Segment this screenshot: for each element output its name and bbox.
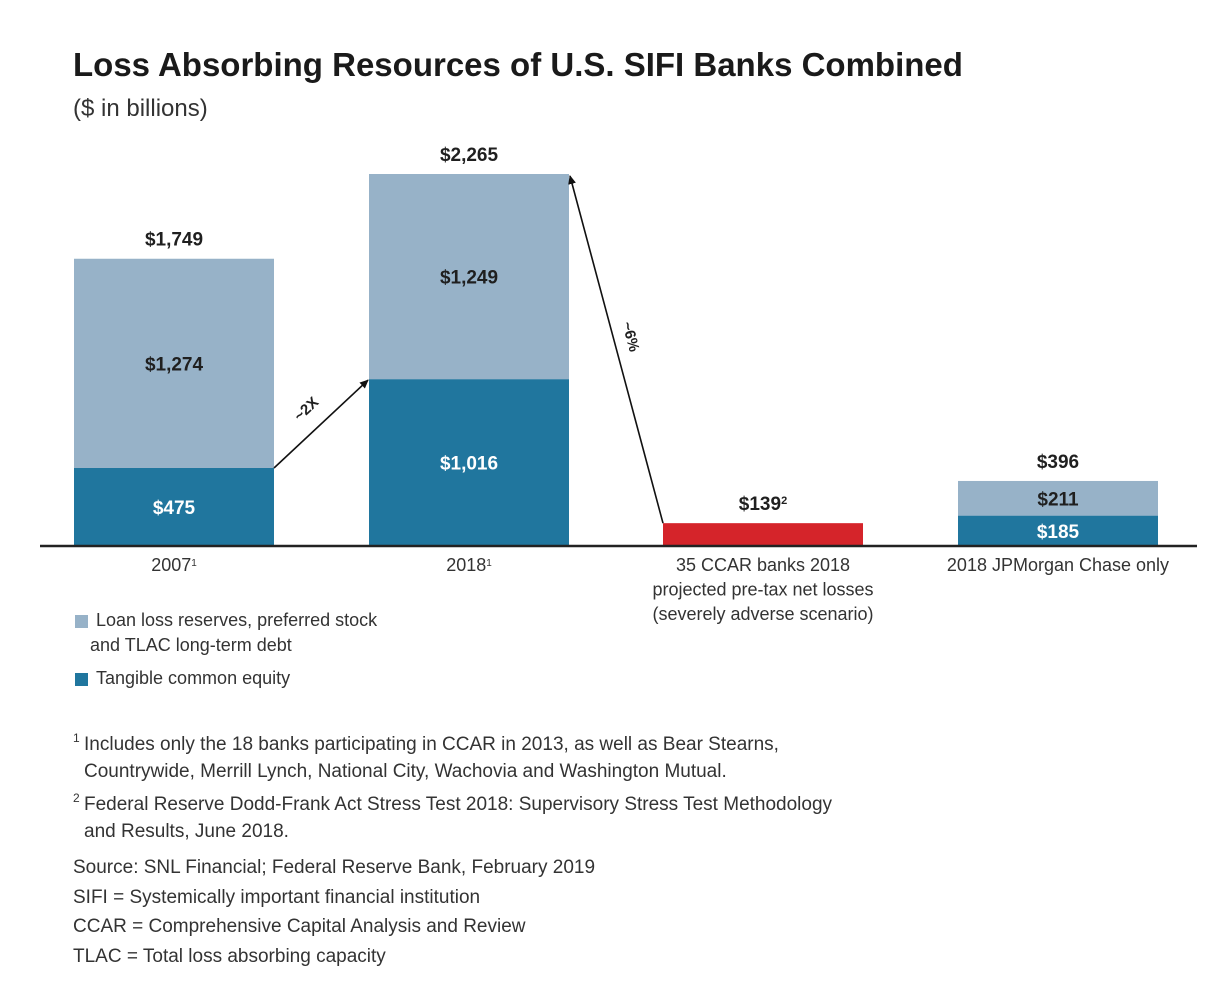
bar-1-series-0 [369,379,569,546]
bar-value-label-3-1: $211 [1037,489,1079,510]
footnote-2-line1: Federal Reserve Dodd-Frank Act Stress Te… [84,794,833,815]
ratio-annotation-label: ~6% [618,320,642,354]
bar-1-series-1 [369,174,569,380]
bar-value-label-1-0: $1,016 [440,454,498,475]
footnote-2-line2: and Results, June 2018. [84,821,289,842]
x-tick-label-1-0: 20181 [446,555,492,575]
bar-value-label-1-1: $1,249 [440,268,498,289]
footnote-1-line1: Includes only the 18 banks participating… [84,734,779,755]
bar-total-label-2: $1392 [739,494,787,515]
abbrev-tlac: TLAC = Total loss absorbing capacity [73,945,386,967]
bar-total-footnote-2: 2 [781,495,787,507]
legend-swatch-equity [75,673,88,686]
footnote-1: 1 Includes only the 18 banks participati… [73,731,779,785]
x-tick-label-2-1: projected pre-tax net losses [652,580,873,600]
x-tick-label-0-0: 20071 [151,555,197,575]
chart-subtitle: ($ in billions) [73,95,208,122]
source-note: Source: SNL Financial; Federal Reserve B… [73,857,596,878]
bar-0-series-0 [74,467,274,546]
growth-annotation-label: ~2X [291,394,322,425]
bar-2-series-2 [663,523,863,546]
legend-label-reserves-line1: Loan loss reserves, preferred stock [96,610,378,630]
bar-3-series-0 [958,515,1158,546]
legend-label-reserves-line2: and TLAC long-term debt [90,635,292,655]
source-notes: Source: SNL Financial; Federal Reserve B… [73,853,595,971]
chart-title: Loss Absorbing Resources of U.S. SIFI Ba… [73,46,963,83]
x-tick-label-2-2: (severely adverse scenario) [652,604,873,624]
bar-chart: $475 $1,274 $1,749 20071 $1,016 $1,249 $2,265 2… [40,145,1197,624]
growth-arrow [273,379,369,469]
x-tick-footnote-0: 1 [191,558,197,569]
bar-total-label-1: $2,265 [440,145,499,166]
bar-total-label-0: $1,749 [145,230,203,251]
bar-3-series-1 [958,480,1158,516]
legend-swatch-reserves [75,615,88,628]
footnote-2-number: 2 [73,791,80,805]
footnote-2: 2 Federal Reserve Dodd-Frank Act Stress … [73,791,832,845]
abbrev-ccar: CCAR = Comprehensive Capital Analysis an… [73,916,526,937]
bar-total-label-3: $396 [1037,452,1079,473]
ratio-arrow [568,175,664,524]
footnote-1-line2: Countrywide, Merrill Lynch, National Cit… [84,761,727,782]
legend-label-equity: Tangible common equity [96,668,291,688]
bar-value-label-3-0: $185 [1037,522,1080,543]
bar-value-label-0-1: $1,274 [145,354,204,375]
bar-value-label-0-0: $475 [153,498,196,519]
bar-0-series-1 [74,258,274,468]
footnote-1-number: 1 [73,731,80,745]
x-tick-footnote-1: 1 [486,558,492,569]
abbrev-sifi: SIFI = Systemically important financial … [73,886,481,908]
x-tick-label-3-0: 2018 JPMorgan Chase only [947,555,1169,575]
x-tick-label-2-0: 35 CCAR banks 2018 [676,555,850,575]
